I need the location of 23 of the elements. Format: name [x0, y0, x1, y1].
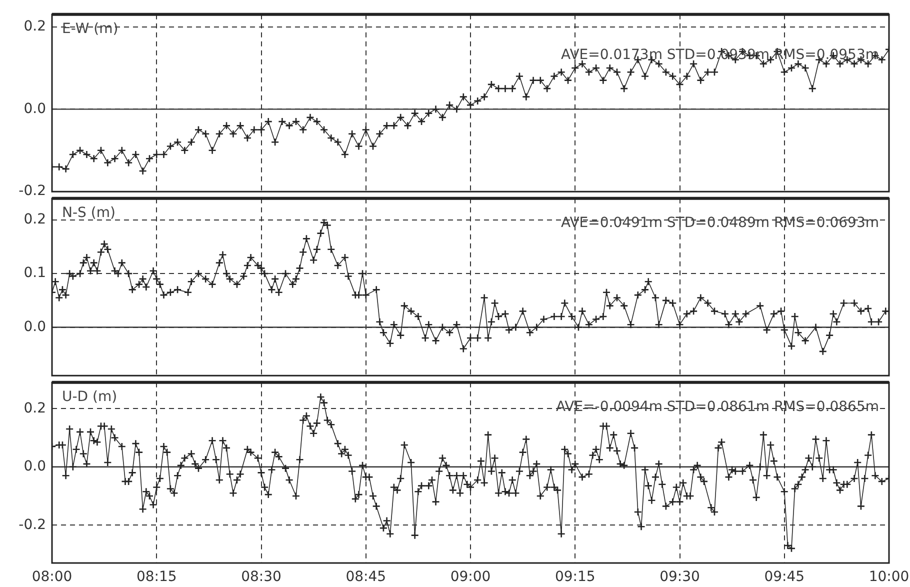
annotation: AVE=0.0491m STD=0.0489m RMS=0.0693m — [561, 215, 879, 232]
x-tick-label: 08:15 — [136, 569, 177, 586]
x-tick-label: 08:00 — [32, 569, 72, 586]
y-tick-label: -0.2 — [18, 516, 46, 533]
y-tick-label: 0.0 — [24, 100, 46, 117]
x-tick-label: 10:00 — [868, 569, 910, 586]
y-tick-label: 0.0 — [24, 318, 46, 335]
y-tick-label: -0.2 — [18, 183, 46, 200]
x-tick-label: 09:15 — [554, 569, 596, 586]
text: E-W (m) — [62, 21, 118, 38]
text: N-S (m) — [62, 205, 116, 222]
x-tick-label: 09:00 — [450, 569, 491, 586]
y-tick-label: 0.2 — [24, 212, 46, 228]
y-tick-label: 0.2 — [24, 18, 46, 34]
x-tick-label: 09:45 — [764, 569, 805, 586]
y-tick-label: 0.1 — [24, 265, 46, 282]
text: U-D (m) — [62, 389, 118, 406]
y-tick-label: 0.2 — [24, 400, 46, 416]
x-tick-label: 08:30 — [241, 569, 282, 586]
x-tick-label: 09:30 — [660, 569, 700, 586]
x-tick-label: 08:45 — [346, 569, 386, 586]
annotation: AVE=-0.0094m STD=0.0861m RMS=0.0865m — [556, 399, 879, 416]
y-tick-label: 0.0 — [24, 458, 46, 475]
